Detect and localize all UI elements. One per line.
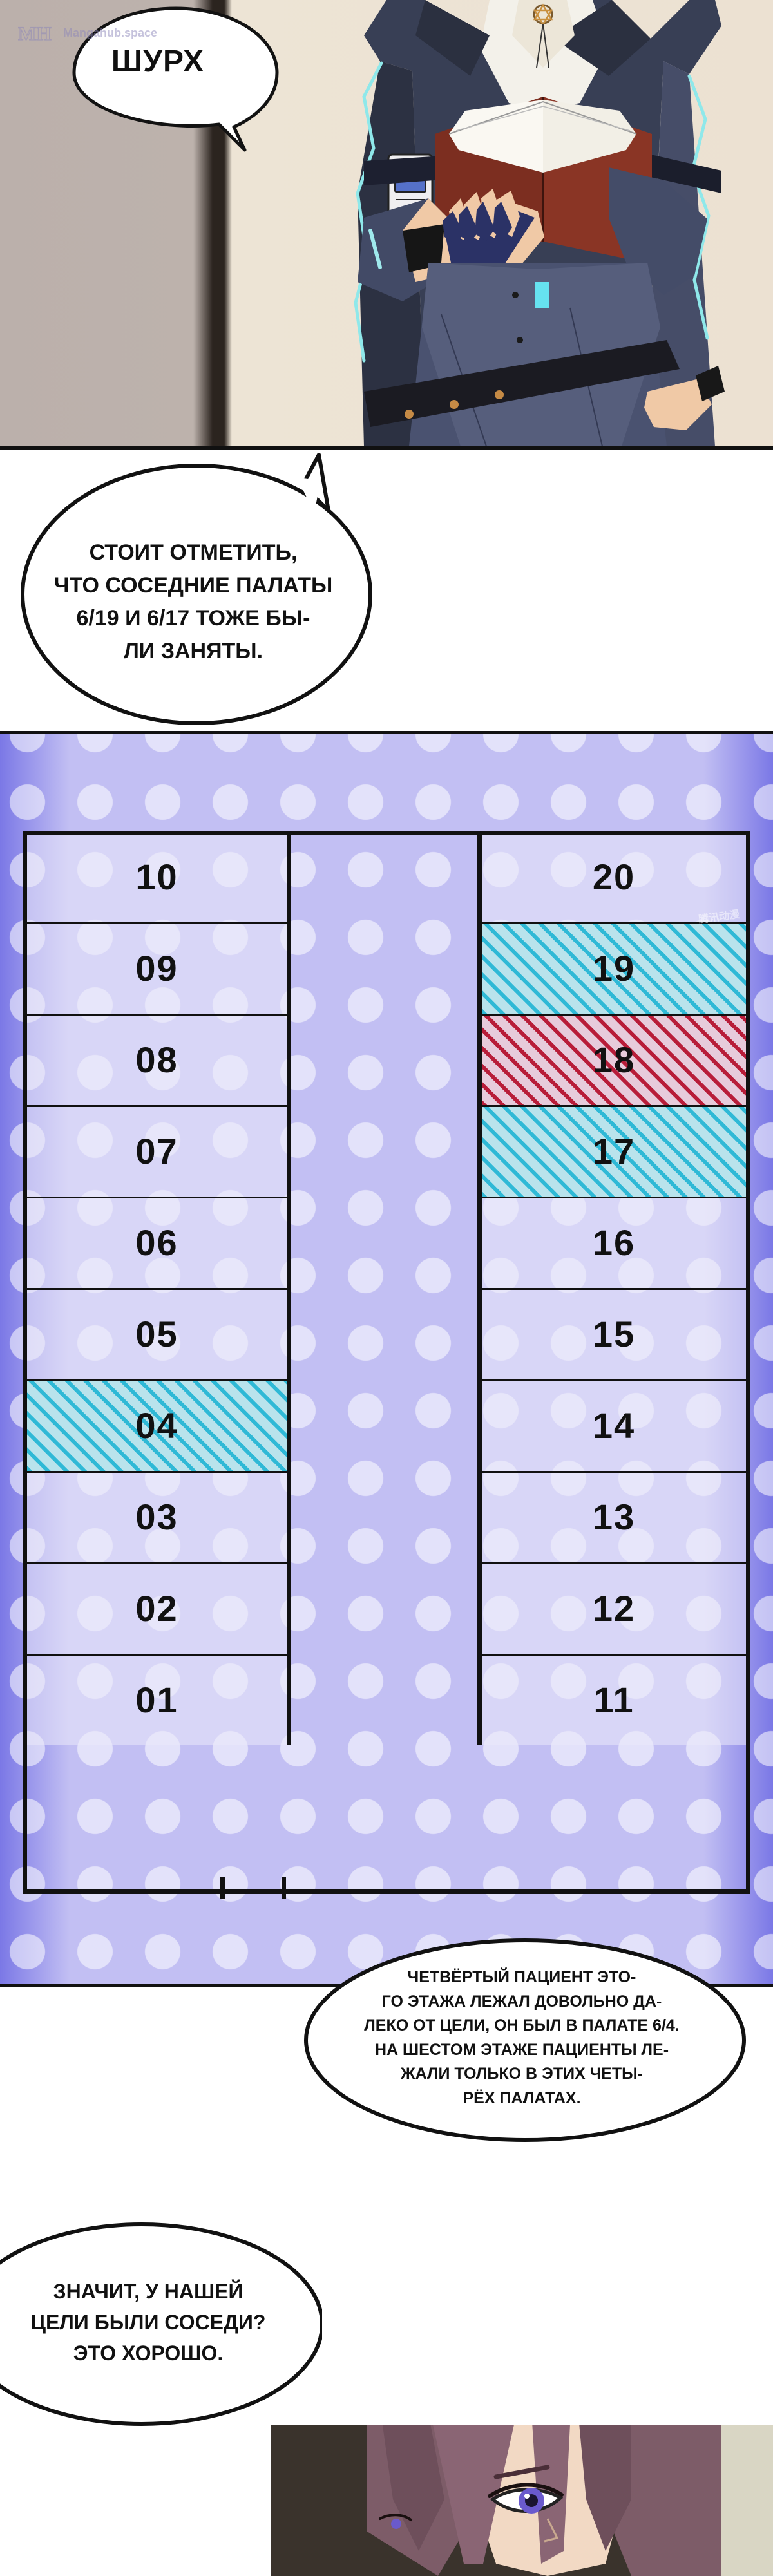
svg-text:MH: MH <box>18 23 52 44</box>
